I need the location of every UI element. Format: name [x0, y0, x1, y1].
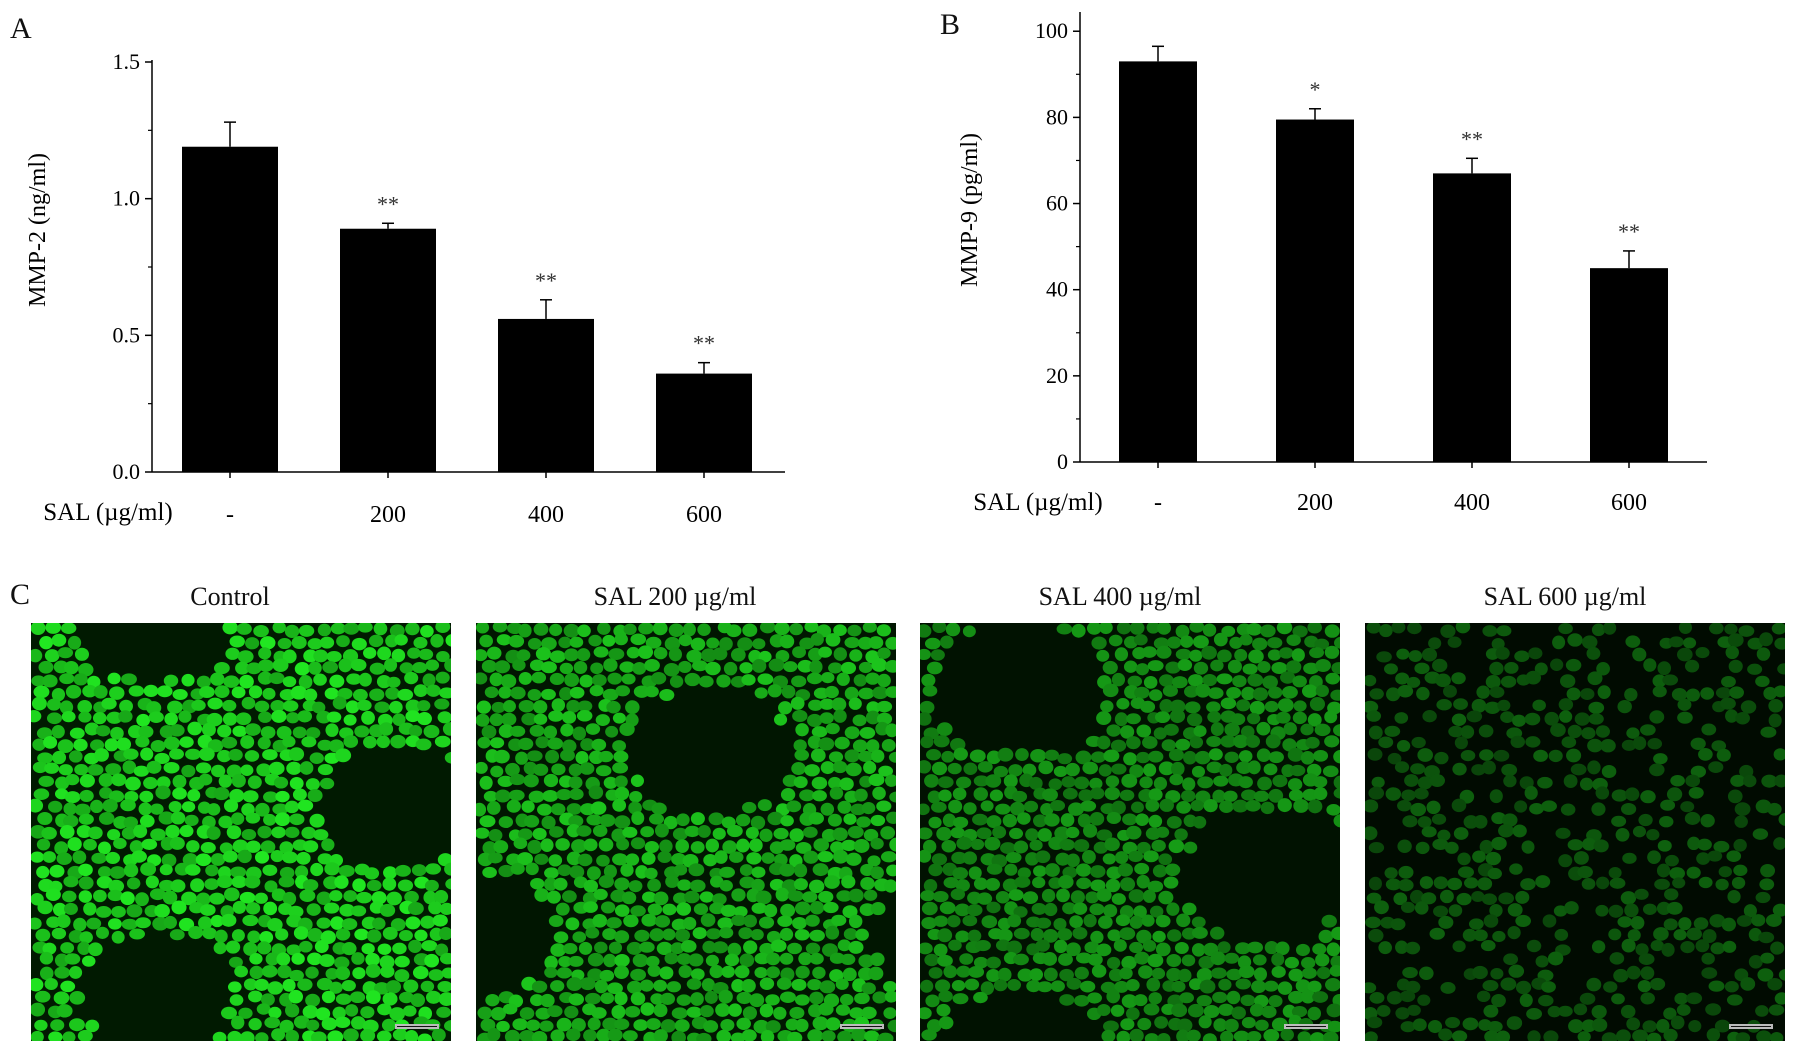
image-title-control: Control — [190, 582, 270, 611]
chart-b-x-tick-label: - — [1154, 490, 1162, 516]
scale-bar — [1729, 1024, 1773, 1029]
chart-a-bar — [656, 373, 752, 472]
scale-bar — [840, 1024, 884, 1029]
chart-a-significance-label: ** — [535, 268, 557, 293]
scale-bar — [1284, 1024, 1328, 1029]
cell-image — [476, 623, 896, 1041]
panel-letter-b: B — [940, 8, 961, 41]
image-title-sal-200: SAL 200 µg/ml — [593, 582, 757, 611]
panel-letter-c: C — [10, 578, 31, 611]
chart-a-bar — [498, 318, 594, 472]
micrograph-control — [31, 623, 451, 1041]
cell-image — [1365, 623, 1785, 1041]
chart-b-x-axis-label: SAL (µg/ml) — [973, 489, 1102, 516]
cell-nuclei — [1365, 623, 1785, 1041]
chart-a-bar — [340, 228, 436, 472]
chart-a-y-tick-label: 0.0 — [113, 459, 141, 484]
chart-b-bar — [1276, 119, 1354, 463]
chart-a-y-tick-label: 1.0 — [113, 186, 141, 211]
chart-a-x-tick-label: 600 — [686, 502, 722, 528]
chart-a-significance-label: ** — [377, 191, 399, 216]
cell-image — [31, 623, 451, 1041]
chart-a-y-tick-label: 1.5 — [113, 49, 141, 74]
cell-nuclei — [920, 623, 1340, 1041]
chart-b-bar — [1433, 173, 1511, 462]
chart-b-bar — [1119, 61, 1197, 463]
chart-b-y-axis-label: MMP-9 (pg/ml) — [957, 133, 983, 287]
micrograph-sal-600 — [1365, 623, 1785, 1041]
chart-b-y-tick-label: 100 — [1035, 18, 1068, 43]
cell-nuclei — [31, 623, 451, 1041]
chart-a-x-tick-label: 200 — [370, 502, 406, 528]
chart-b-significance-label: ** — [1618, 219, 1640, 244]
chart-a-x-tick-label: 400 — [528, 502, 564, 528]
chart-b-significance-label: ** — [1461, 126, 1483, 151]
chart-b-bar — [1590, 268, 1668, 462]
chart-a-y-tick-label: 0.5 — [113, 322, 141, 347]
image-title-sal-400: SAL 400 µg/ml — [1038, 582, 1202, 611]
image-title-sal-600: SAL 600 µg/ml — [1483, 582, 1647, 611]
chart-b-y-tick-label: 20 — [1046, 363, 1068, 388]
cell-nuclei — [476, 623, 896, 1041]
chart-b-y-tick-label: 60 — [1046, 191, 1068, 216]
scale-bar — [395, 1024, 439, 1029]
panel-letter-a: A — [10, 12, 32, 45]
chart-b-y-tick-label: 80 — [1046, 104, 1068, 129]
chart-b-x-tick-label: 200 — [1297, 490, 1333, 516]
chart-a-x-axis-label: SAL (µg/ml) — [43, 499, 172, 526]
chart-b-significance-label: * — [1310, 77, 1321, 102]
chart-a-significance-label: ** — [693, 331, 715, 356]
chart-b-x-tick-label: 400 — [1454, 490, 1490, 516]
micrograph-sal-400 — [920, 623, 1340, 1041]
chart-b-y-tick-label: 0 — [1057, 449, 1068, 474]
chart-a-x-tick-label: - — [226, 502, 234, 528]
cell-image — [920, 623, 1340, 1041]
micrograph-sal-200 — [476, 623, 896, 1041]
chart-b-y-tick-label: 40 — [1046, 277, 1068, 302]
chart-a-bar — [182, 146, 278, 472]
chart-b-x-tick-label: 600 — [1611, 490, 1647, 516]
chart-a-y-axis-label: MMP-2 (ng/ml) — [25, 153, 51, 307]
